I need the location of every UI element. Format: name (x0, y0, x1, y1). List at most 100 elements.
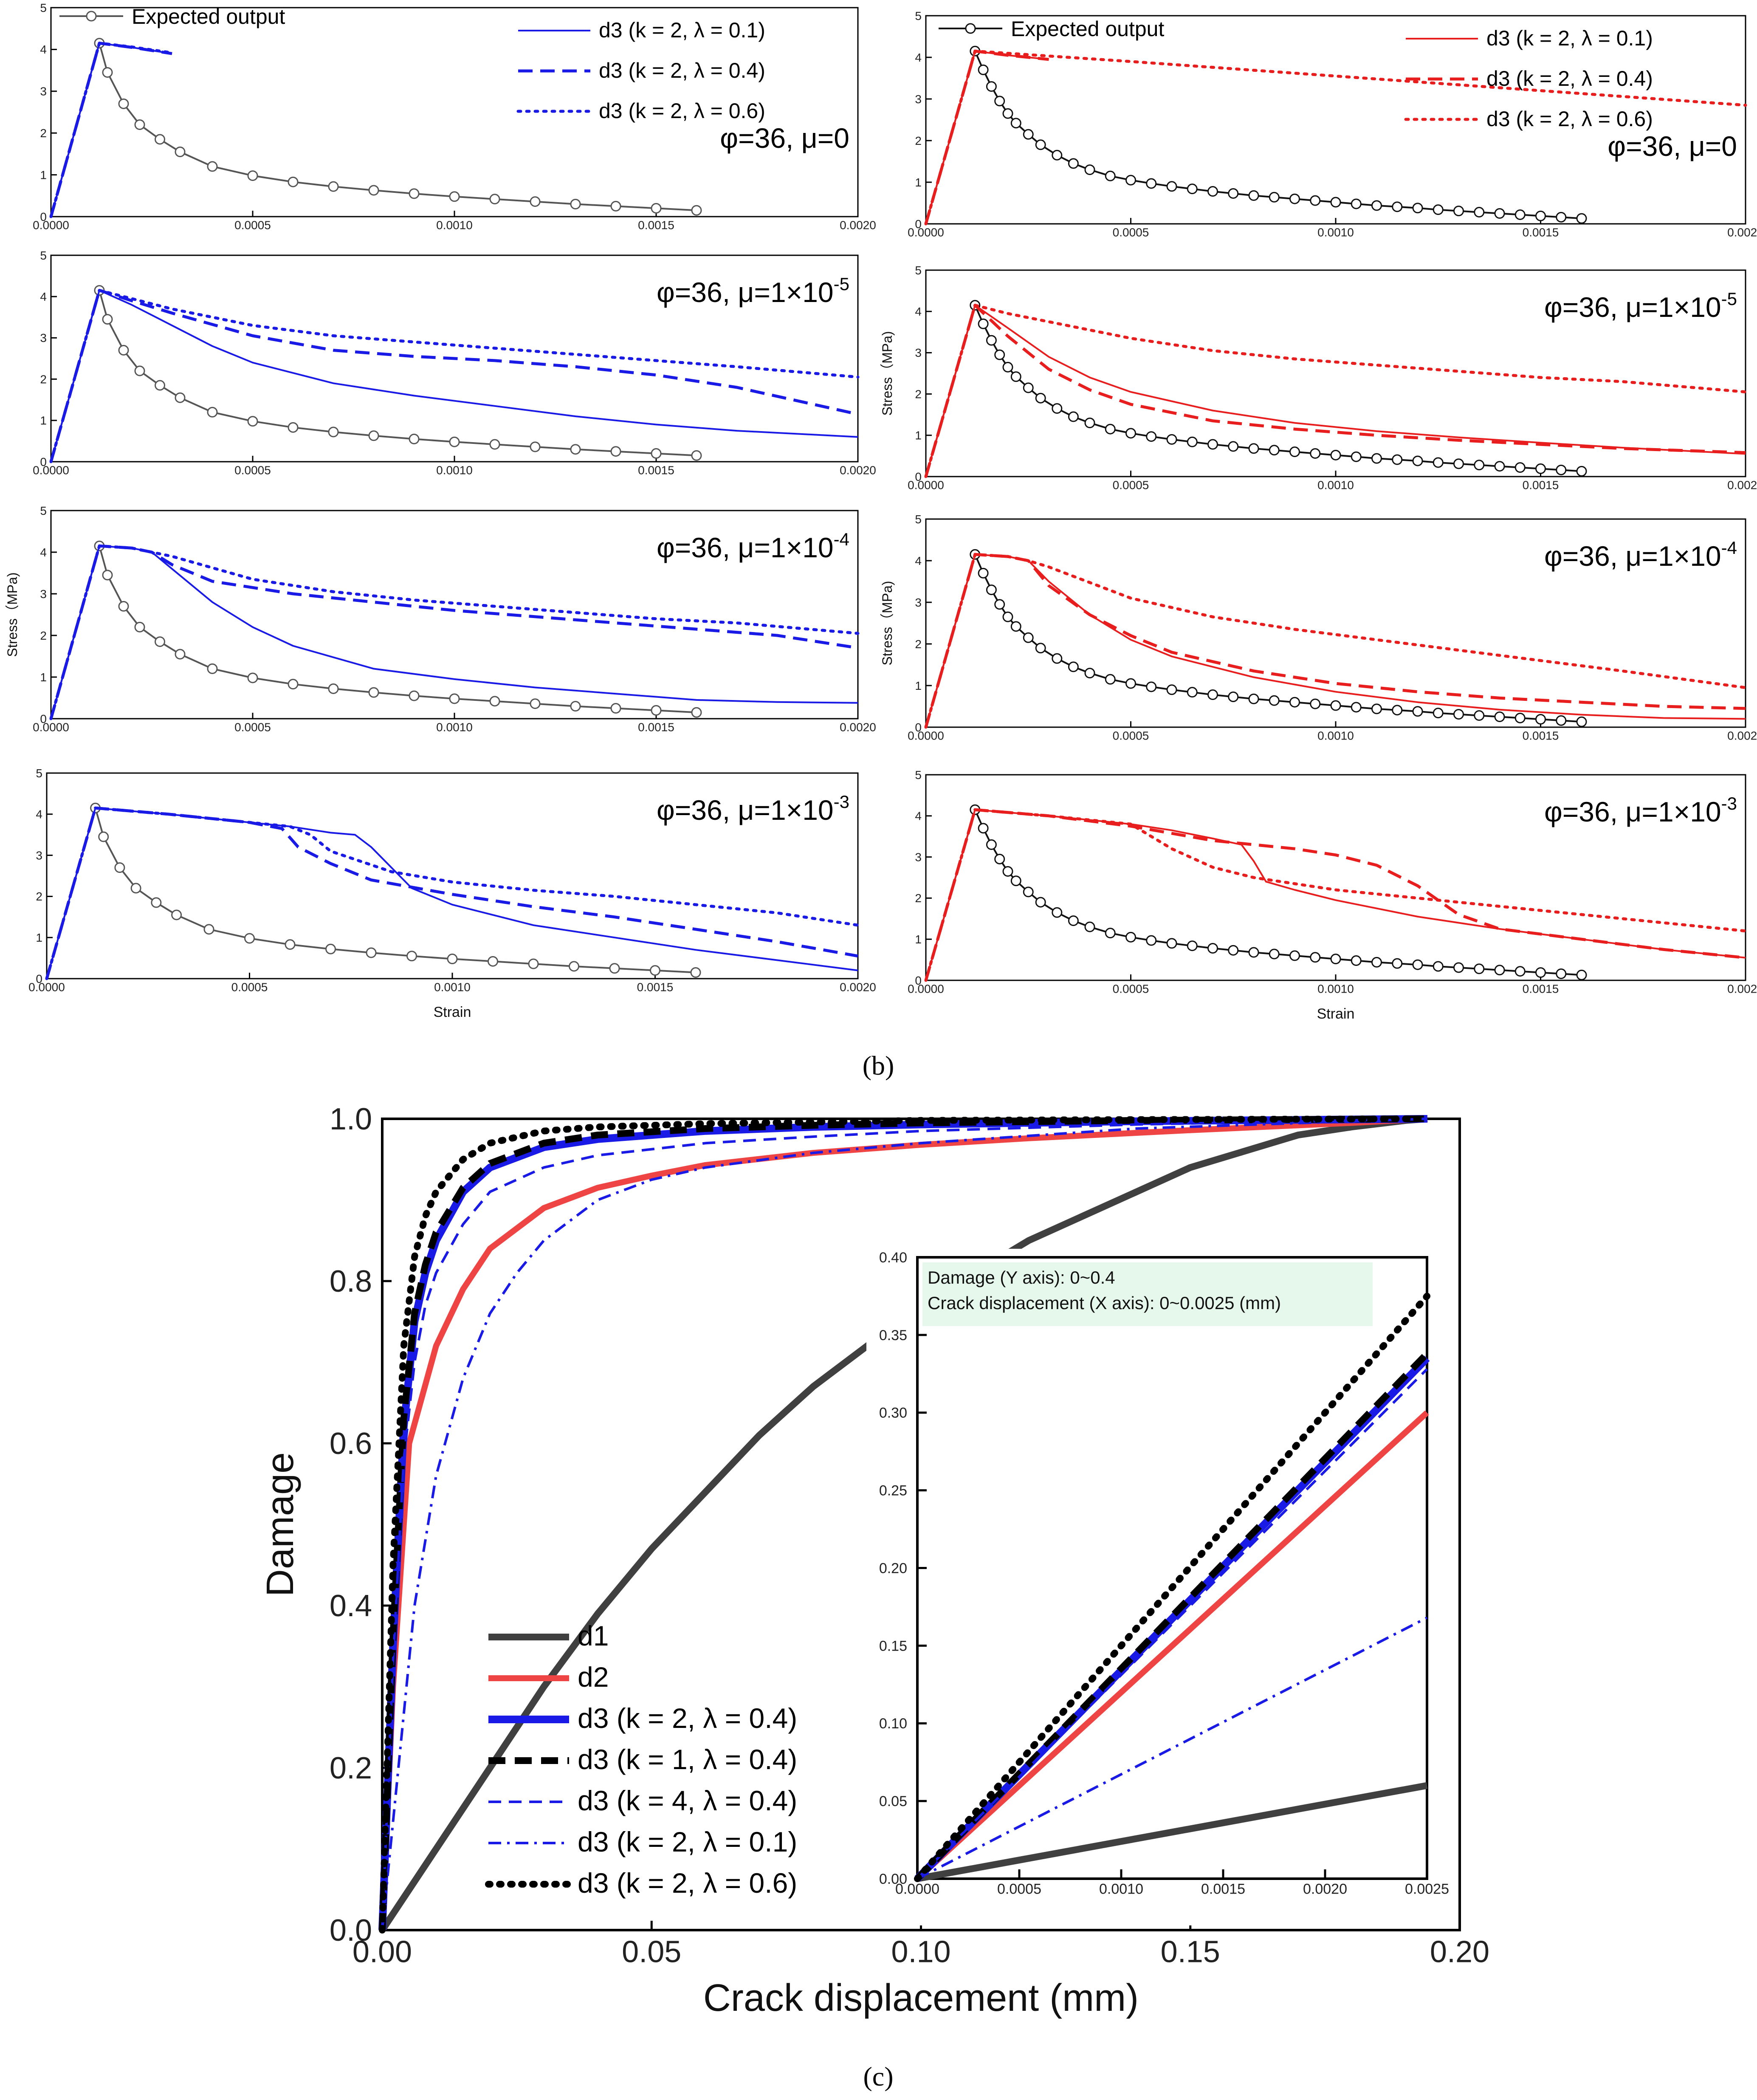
condition-annotation: φ=36, μ=1×10-4 (657, 529, 849, 563)
chart-b-blue-mu1e3: 0.0000 0.0005 0.0010 0.0015 0.0020 0 1 2 3 4 5 Stra… (28, 767, 876, 1020)
y-tick-label: 2 (40, 629, 47, 642)
data-point (1433, 204, 1444, 215)
x-tick-label: 0.15 (1161, 1935, 1220, 1969)
y-axis-label: Stress（MPa) (880, 331, 895, 415)
data-point (994, 96, 1005, 107)
data-point (409, 188, 420, 199)
series-line-dotted (49, 544, 860, 720)
y-tick-label: 0.4 (330, 1589, 372, 1623)
data-point (1248, 693, 1259, 704)
data-point (610, 703, 621, 714)
legend-label: d1 (578, 1620, 609, 1651)
data-point (1269, 192, 1280, 203)
x-tick-label: 0.0000 (908, 982, 944, 995)
legend-label: Expected output (1011, 17, 1164, 41)
data-point (994, 349, 1005, 360)
data-point (1392, 201, 1403, 212)
x-tick-label: 0.0015 (1201, 1881, 1245, 1897)
data-point (207, 406, 218, 418)
data-point (610, 446, 621, 457)
data-point (1453, 206, 1464, 217)
data-point (994, 853, 1005, 864)
y-tick-label: 5 (36, 767, 42, 780)
x-tick-label: 0.0010 (436, 463, 473, 477)
chart-b-blue-mu0: 0.0000 0.0005 0.0010 0.0015 0.0020 0 1 2 3 4 5 φ=36… (33, 1, 876, 232)
annotation-base: φ=36, μ=1×10 (657, 277, 834, 308)
y-tick-label: 1 (40, 168, 47, 181)
y-tick-label: 3 (915, 850, 922, 864)
data-point (1166, 181, 1177, 192)
data-point (244, 933, 255, 944)
legend-label: d3 (k = 2, λ = 0.6) (599, 99, 765, 123)
y-tick-label: 0.6 (330, 1427, 372, 1461)
data-point (151, 897, 162, 908)
annotation-base: φ=36, μ=1×10 (1544, 540, 1721, 572)
series-line-d3e (914, 1293, 1430, 1882)
data-point (570, 444, 581, 455)
series-line-dashed (924, 553, 1746, 728)
series-line-dashed (49, 289, 858, 462)
x-tick-label: 0.0010 (1317, 729, 1354, 742)
data-point (1068, 915, 1079, 926)
annotation-exponent: -4 (834, 529, 849, 549)
annotation-exponent: -4 (1721, 538, 1737, 558)
data-point (1023, 886, 1034, 898)
data-point (1412, 203, 1423, 214)
chart-b-blue-mu1e5: 0.0000 0.0005 0.0010 0.0015 0.0020 0 1 2 3 4 5 φ=36… (33, 249, 876, 477)
data-point (1392, 958, 1403, 969)
data-point (978, 64, 989, 75)
y-tick-label: 0.10 (879, 1716, 907, 1732)
data-point (610, 200, 621, 212)
data-point (247, 170, 258, 181)
y-tick-label: 4 (40, 546, 47, 559)
data-point (1494, 461, 1505, 472)
y-tick-label: 4 (915, 51, 922, 64)
x-tick-label: 0.0015 (1523, 478, 1559, 491)
y-tick-label: 2 (36, 890, 42, 903)
data-point (449, 693, 460, 704)
data-point (1576, 466, 1587, 477)
y-tick-label: 5 (915, 9, 922, 23)
data-point (1023, 382, 1034, 393)
y-tick-label: 3 (40, 331, 47, 344)
x-tick-label: 0.0005 (234, 720, 271, 734)
data-point (1035, 643, 1046, 654)
data-point (986, 81, 997, 92)
data-point (1228, 945, 1239, 956)
data-point (1248, 190, 1259, 201)
data-point (994, 599, 1005, 610)
panel-label-b: (b) (863, 1050, 894, 1081)
chart-b-red-mu1e5: 0.0000 0.0005 0.0010 0.0015 0.0020 0 1 2 3 4 5 Stre… (880, 264, 1757, 492)
x-tick-label: 0.0000 (33, 720, 69, 734)
data-point (570, 198, 581, 209)
data-point (489, 194, 500, 205)
y-tick-label: 0.40 (879, 1250, 907, 1266)
x-tick-label: 0.0005 (1113, 982, 1149, 995)
condition-annotation: φ=36, μ=1×10-3 (1544, 793, 1737, 827)
y-tick-label: 0.30 (879, 1405, 907, 1421)
y-tick-label: 3 (36, 849, 42, 862)
annotation-exponent: -5 (834, 274, 849, 294)
data-point (1146, 935, 1157, 946)
y-tick-label: 0 (40, 712, 47, 725)
series-line-d2 (915, 1410, 1429, 1881)
y-tick-label: 0.35 (879, 1327, 907, 1344)
y-axis-label: Damage (259, 1452, 302, 1597)
x-axis-label: Strain (1317, 1006, 1355, 1022)
data-point (247, 672, 258, 683)
data-point (1125, 678, 1136, 689)
data-point (1228, 691, 1239, 702)
data-point (1576, 969, 1587, 980)
data-point (1105, 423, 1116, 435)
series-line-dotted (924, 49, 1747, 226)
data-point (1228, 188, 1239, 199)
y-tick-label: 3 (915, 596, 922, 609)
data-point (1010, 371, 1021, 382)
y-tick-label: 1 (36, 931, 42, 944)
data-point (1392, 705, 1403, 716)
annotation-base: φ=36, μ=1×10 (1544, 291, 1721, 323)
x-tick-label: 0.0020 (840, 980, 876, 994)
y-tick-label: 0.25 (879, 1483, 907, 1499)
x-tick-label: 0.0010 (436, 720, 473, 734)
y-tick-label: 2 (40, 373, 47, 386)
